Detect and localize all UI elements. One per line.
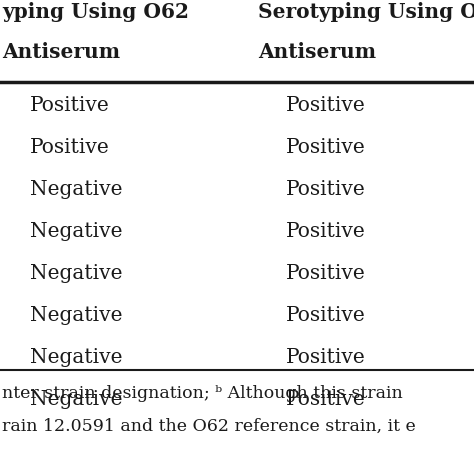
Text: Positive: Positive — [286, 180, 366, 199]
Text: Positive: Positive — [286, 348, 366, 367]
Text: Negative: Negative — [30, 222, 122, 241]
Text: Positive: Positive — [286, 264, 366, 283]
Text: Negative: Negative — [30, 348, 122, 367]
Text: Positive: Positive — [30, 96, 110, 115]
Text: nter strain designation; ᵇ Although this strain: nter strain designation; ᵇ Although this… — [2, 385, 403, 402]
Text: Positive: Positive — [286, 222, 366, 241]
Text: Negative: Negative — [30, 264, 122, 283]
Text: Positive: Positive — [286, 138, 366, 157]
Text: Positive: Positive — [30, 138, 110, 157]
Text: Antiserum: Antiserum — [258, 42, 376, 62]
Text: Negative: Negative — [30, 390, 122, 409]
Text: Antiserum: Antiserum — [2, 42, 120, 62]
Text: rain 12.0591 and the O62 reference strain, it е: rain 12.0591 and the O62 reference strai… — [2, 418, 416, 435]
Text: Serotyping Using O: Serotyping Using O — [258, 2, 474, 22]
Text: Negative: Negative — [30, 180, 122, 199]
Text: Positive: Positive — [286, 306, 366, 325]
Text: Positive: Positive — [286, 96, 366, 115]
Text: Positive: Positive — [286, 390, 366, 409]
Text: yping Using O62: yping Using O62 — [2, 2, 189, 22]
Text: Negative: Negative — [30, 306, 122, 325]
